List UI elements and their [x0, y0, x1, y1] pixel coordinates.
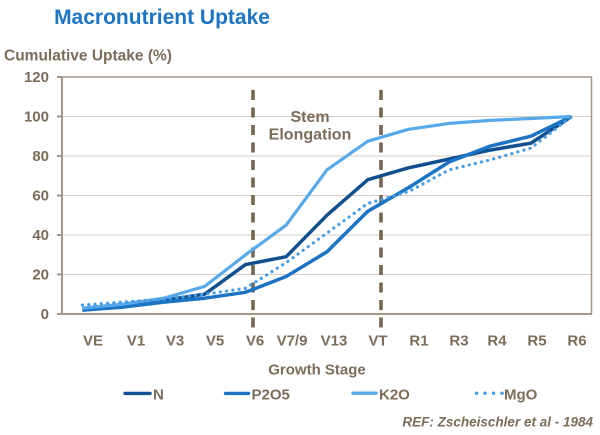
svg-text:120: 120 — [24, 69, 49, 86]
svg-text:R6: R6 — [567, 333, 586, 350]
svg-text:V13: V13 — [321, 333, 348, 350]
svg-text:60: 60 — [32, 188, 49, 205]
svg-text:R1: R1 — [409, 333, 428, 350]
svg-text:P2O5: P2O5 — [252, 386, 290, 403]
svg-text:V3: V3 — [166, 333, 184, 350]
svg-text:Growth Stage: Growth Stage — [268, 362, 366, 379]
svg-text:R5: R5 — [527, 333, 546, 350]
svg-text:V7/9: V7/9 — [277, 333, 308, 350]
svg-text:REF: Zscheischler et al - 1984: REF: Zscheischler et al - 1984 — [402, 415, 593, 430]
svg-text:R4: R4 — [487, 333, 507, 350]
svg-text:MgO: MgO — [504, 386, 538, 403]
svg-text:80: 80 — [32, 148, 49, 165]
svg-text:VT: VT — [368, 333, 387, 350]
svg-text:VE: VE — [83, 333, 103, 350]
svg-text:V5: V5 — [206, 333, 224, 350]
svg-text:0: 0 — [41, 306, 49, 323]
svg-text:Macronutrient Uptake: Macronutrient Uptake — [54, 6, 270, 29]
svg-text:Elongation: Elongation — [269, 127, 352, 144]
svg-text:Cumulative Uptake (%): Cumulative Uptake (%) — [4, 48, 172, 65]
svg-text:Stem: Stem — [290, 109, 329, 126]
svg-text:V1: V1 — [127, 333, 145, 350]
svg-text:100: 100 — [24, 109, 49, 126]
svg-text:N: N — [153, 386, 164, 403]
svg-text:R3: R3 — [449, 333, 468, 350]
svg-text:20: 20 — [32, 267, 49, 284]
svg-text:V6: V6 — [246, 333, 264, 350]
svg-text:K2O: K2O — [379, 386, 410, 403]
svg-text:40: 40 — [32, 227, 49, 244]
